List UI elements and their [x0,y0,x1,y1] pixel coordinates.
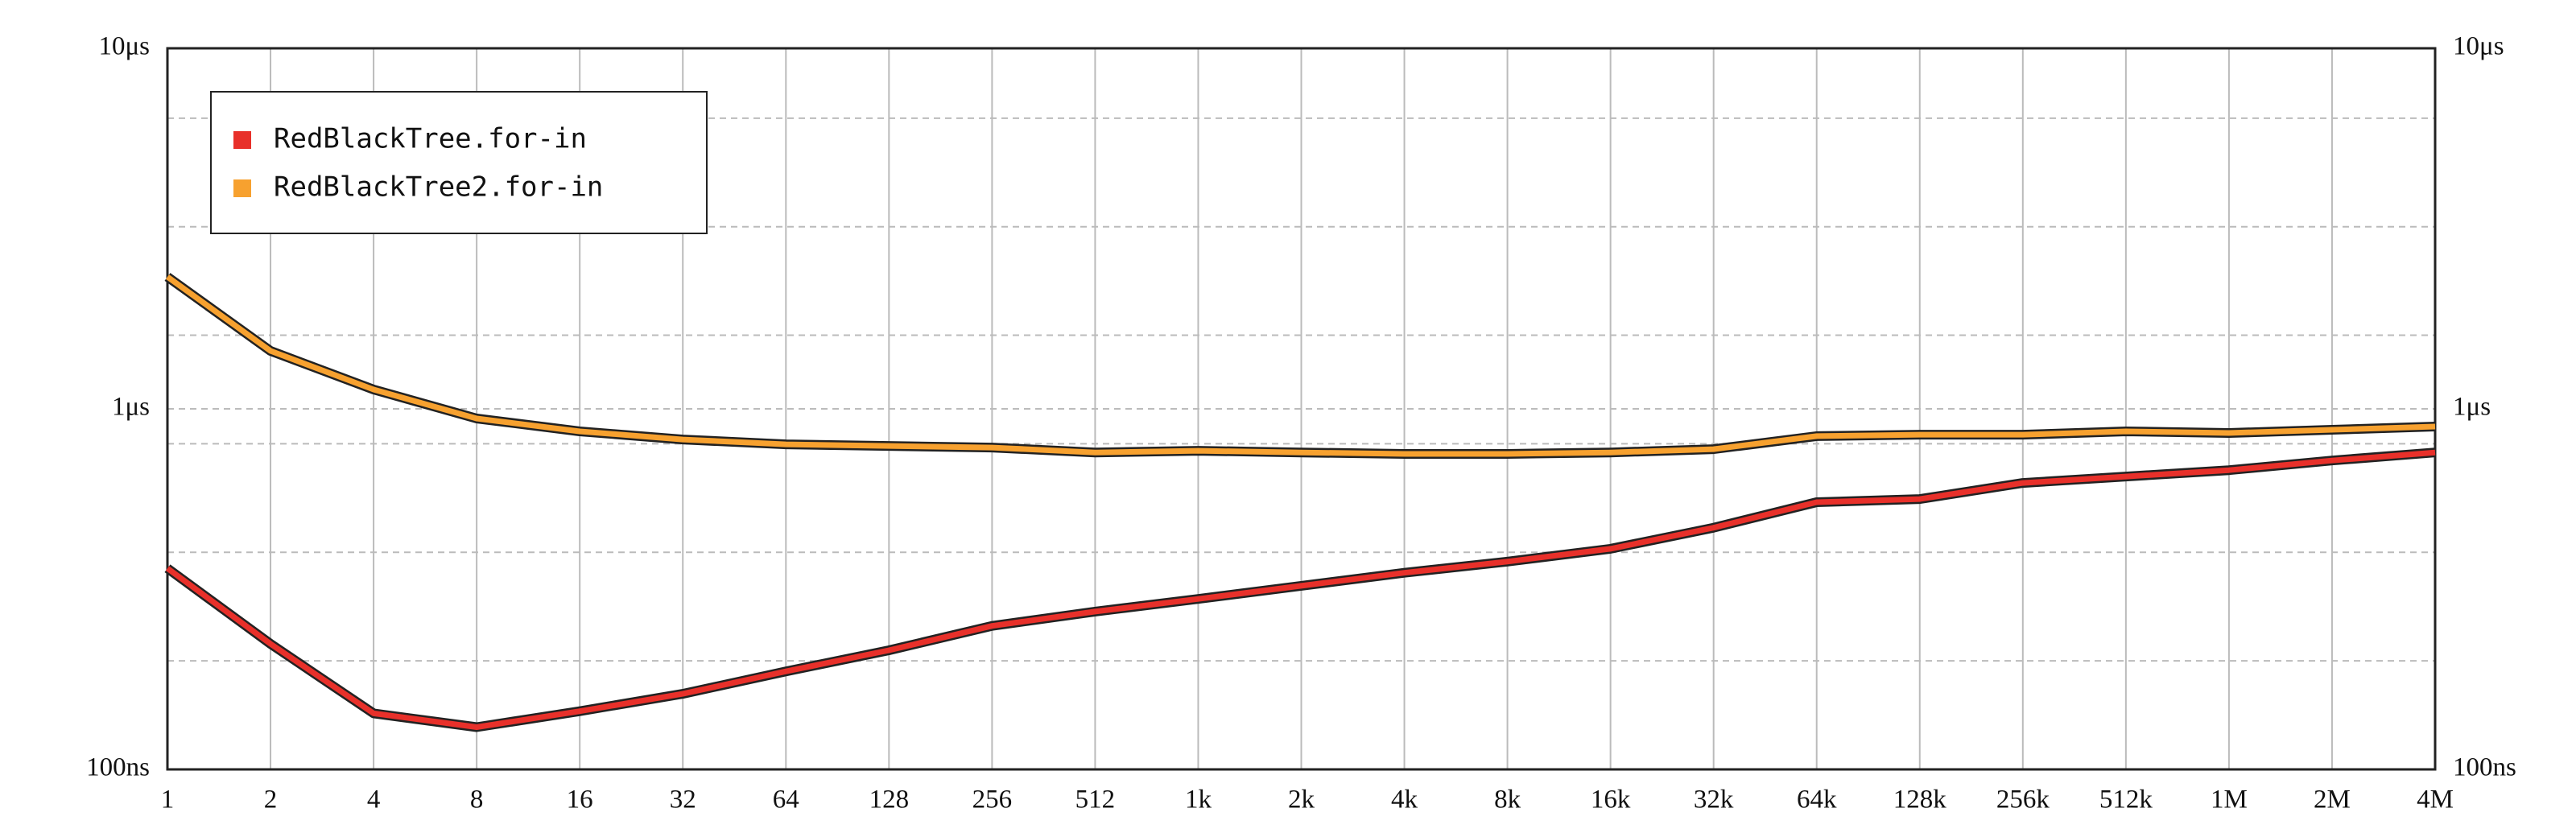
x-tick-label: 8k [1494,785,1521,814]
x-tick-label: 128 [869,785,910,814]
legend-swatch [233,179,251,197]
y-tick-label: 10μs [98,32,150,61]
y-tick-label-right: 100ns [2453,753,2516,782]
legend-label: RedBlackTree2.for-in [274,171,603,204]
legend-swatch [233,131,251,149]
x-tick-label: 32 [670,785,696,814]
x-tick-label: 4M [2417,785,2454,814]
plot-frame [166,47,2437,771]
y-tick-label-right: 1μs [2453,393,2491,422]
x-tick-label: 64 [773,785,799,814]
y-tick-label: 100ns [86,753,150,782]
x-tick-label: 1k [1185,785,1212,814]
x-tick-label: 512k [2099,785,2153,814]
x-tick-label: 256k [1996,785,2050,814]
x-tick-label: 8 [470,785,484,814]
legend-box [210,91,708,234]
line [165,274,2436,457]
x-tick-label: 1M [2211,785,2248,814]
x-tick-label: 2M [2314,785,2351,814]
x-tick-label: 2 [264,785,278,814]
x-tick-label: 128k [1893,785,1947,814]
legend-label: RedBlackTree.for-in [274,123,587,155]
x-tick-label: 16k [1591,785,1631,814]
y-tick-label-right: 10μs [2453,32,2504,61]
y-tick-label: 1μs [112,393,150,422]
x-tick-label: 4k [1391,785,1418,814]
x-tick-label: 2k [1288,785,1315,814]
x-tick-label: 64k [1797,785,1837,814]
x-tick-label: 512 [1075,785,1116,814]
x-tick-label: 16 [567,785,593,814]
line [165,449,2436,730]
x-tick-label: 1 [161,785,175,814]
x-tick-label: 32k [1694,785,1734,814]
x-tick-label: 256 [972,785,1013,814]
x-tick-label: 4 [367,785,381,814]
